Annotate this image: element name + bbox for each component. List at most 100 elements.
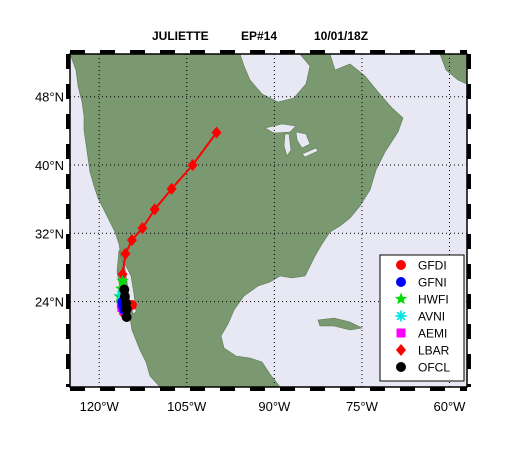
frame-segment — [460, 387, 467, 391]
map-frame — [66, 50, 471, 391]
track-point — [137, 222, 148, 235]
track-point — [211, 126, 222, 139]
frame-segment — [250, 50, 265, 54]
lake-superior — [264, 123, 297, 134]
frame-segment — [340, 387, 355, 391]
track-point — [187, 159, 198, 171]
legend-marker — [396, 362, 406, 372]
storm-id: EP#14 — [241, 29, 278, 43]
frame-segment — [460, 50, 467, 54]
latitude-tick-label: 24°N — [35, 295, 64, 310]
legend-entry: AEMI — [396, 327, 447, 341]
frame-segment — [400, 387, 415, 391]
greenland — [439, 54, 467, 85]
hudson-bay — [239, 54, 311, 103]
frame-segment — [467, 114, 471, 129]
frame-segment — [467, 324, 471, 339]
frame-segment — [310, 50, 325, 54]
legend-entry: HWFI — [394, 292, 449, 307]
frame-segment — [467, 84, 471, 99]
legend-label: GFNI — [418, 276, 447, 290]
track-point — [166, 182, 177, 195]
legend-marker — [394, 292, 408, 305]
latitude-tick-label: 32°N — [35, 226, 64, 241]
frame-segment — [400, 50, 415, 54]
frame-segment — [370, 387, 385, 391]
frame-segment — [340, 50, 355, 54]
frame-segment — [467, 204, 471, 219]
longitude-tick-label: 105°W — [167, 399, 207, 414]
track-point — [121, 304, 132, 315]
legend-entry: GFDI — [396, 259, 447, 273]
lake-erie — [301, 147, 319, 158]
track-point — [149, 203, 160, 216]
legend-marker — [396, 344, 406, 356]
frame-segment — [220, 50, 235, 54]
legend-marker — [395, 310, 407, 322]
legend-marker — [396, 260, 406, 270]
latitude-tick-label: 48°N — [35, 90, 64, 105]
longitude-tick-label: 75°W — [346, 399, 379, 414]
frame-segment — [467, 264, 471, 279]
frame-segment — [66, 264, 70, 279]
legend-label: AEMI — [418, 327, 447, 341]
frame-segment — [467, 174, 471, 189]
frame-segment — [100, 50, 115, 54]
frame-segment — [190, 387, 205, 391]
legend-label: AVNI — [418, 310, 445, 324]
track-point — [120, 247, 131, 260]
frame-segment — [190, 50, 205, 54]
cuba — [317, 317, 363, 331]
frame-segment — [160, 387, 175, 391]
frame-segment — [430, 387, 445, 391]
frame-segment — [160, 50, 175, 54]
lake-huron — [295, 131, 311, 149]
track-point — [121, 311, 132, 322]
frame-segment — [250, 387, 265, 391]
map-title: JULIETTE EP#14 10/01/18Z — [0, 29, 520, 47]
frame-segment — [66, 84, 70, 99]
frame-segment — [280, 387, 295, 391]
track-point — [126, 234, 137, 247]
frame-segment — [280, 50, 295, 54]
legend-label: LBAR — [418, 344, 450, 358]
forecast-tracks — [113, 126, 222, 322]
track-ofcl — [119, 284, 132, 322]
legend-label: OFCL — [418, 361, 450, 375]
frame-segment — [467, 144, 471, 159]
legend-entry: OFCL — [396, 361, 450, 375]
frame-segment — [66, 54, 70, 69]
lake-michigan — [283, 133, 292, 157]
latitude-tick-label: 40°N — [35, 158, 64, 173]
frame-segment — [70, 387, 85, 391]
track-point — [117, 268, 128, 281]
frame-segment — [130, 50, 145, 54]
frame-segment — [310, 387, 325, 391]
track-point — [116, 274, 129, 287]
frame-segment — [66, 144, 70, 159]
frame-segment — [467, 54, 471, 69]
legend-marker — [396, 277, 406, 287]
longitude-tick-label: 120°W — [80, 399, 120, 414]
asterisk-stroke — [396, 311, 406, 321]
frame-segment — [467, 354, 471, 369]
legend-label: GFDI — [418, 259, 447, 273]
frame-segment — [66, 384, 70, 387]
frame-segment — [430, 50, 445, 54]
north-america-landmass — [70, 54, 404, 387]
storm-name: JULIETTE — [152, 29, 209, 43]
frame-border — [69, 53, 468, 388]
frame-segment — [66, 324, 70, 339]
frame-segment — [467, 294, 471, 309]
frame-segment — [467, 234, 471, 249]
frame-segment — [66, 114, 70, 129]
legend-entry: AVNI — [395, 310, 445, 324]
frame-segment — [66, 294, 70, 309]
longitude-tick-label: 60°W — [434, 399, 467, 414]
frame-segment — [70, 50, 85, 54]
legend-entry: LBAR — [396, 344, 450, 358]
frame-segment — [100, 387, 115, 391]
longitude-tick-label: 90°W — [258, 399, 291, 414]
frame-segment — [467, 384, 471, 387]
frame-segment — [66, 354, 70, 369]
